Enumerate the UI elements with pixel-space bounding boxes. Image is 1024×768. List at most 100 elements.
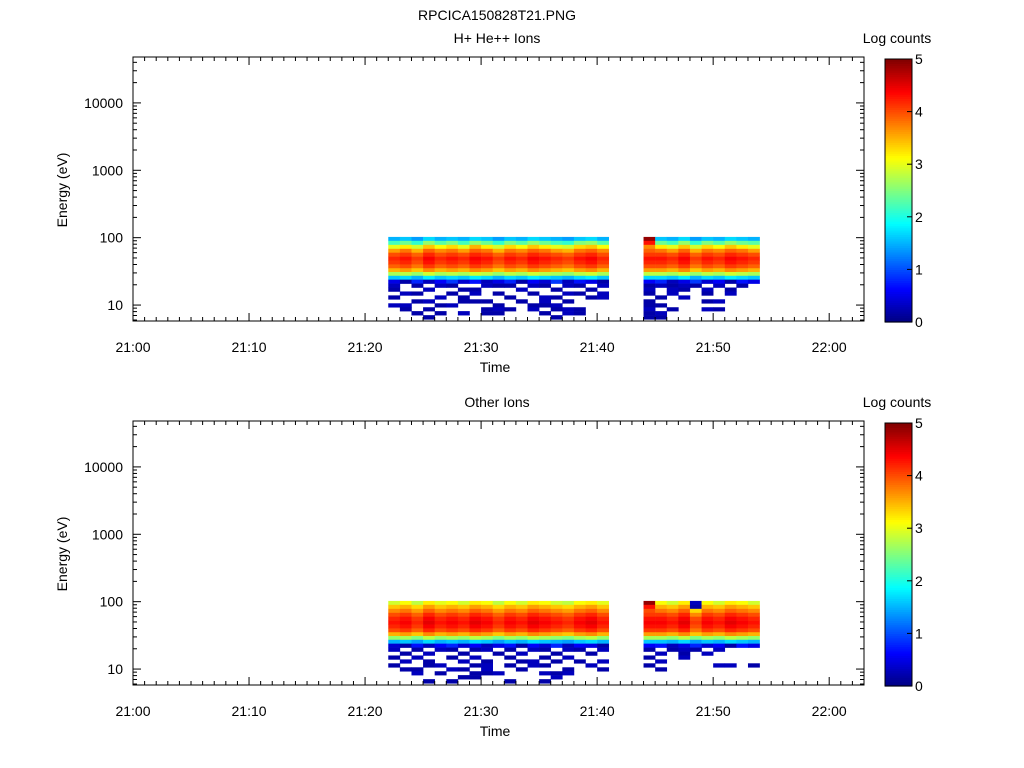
heatmap-cell [388, 628, 401, 633]
colorbar-segment [885, 556, 912, 560]
heatmap-cell [504, 260, 517, 265]
heatmap-cell [562, 616, 575, 621]
heatmap-cell [515, 244, 528, 250]
heatmap-cell [562, 636, 575, 641]
heatmap-cell [643, 240, 656, 246]
heatmap-cell [539, 283, 552, 288]
colorbar-segment [885, 105, 912, 108]
colorbar-segment [885, 528, 912, 531]
heatmap-cell [539, 636, 552, 641]
heatmap-cell [747, 260, 760, 265]
heatmap-cell [399, 307, 412, 312]
heatmap-cell [399, 244, 412, 250]
colorbar-segment [885, 607, 912, 610]
heatmap-cell [678, 639, 691, 644]
heatmap-cell [515, 248, 528, 253]
heatmap-cell [550, 252, 563, 257]
heatmap-cell [423, 643, 435, 648]
heatmap-cell [446, 604, 459, 610]
heatmap-cell [736, 272, 749, 277]
heatmap-cell [527, 279, 540, 284]
heatmap-cell [666, 291, 679, 296]
heatmap-cell [689, 236, 702, 242]
heatmap-cell [747, 272, 760, 277]
colorbar-segment [885, 232, 912, 235]
heatmap-cell [643, 315, 656, 320]
heatmap-cell [747, 620, 760, 625]
x-tick-label: 21:50 [696, 703, 731, 719]
heatmap-cell [713, 612, 726, 617]
colorbar-segment [885, 596, 912, 599]
colorbar-segment [885, 644, 912, 648]
heatmap-cell [736, 624, 749, 629]
heatmap-cell [411, 283, 424, 288]
colorbar-segment [885, 247, 912, 251]
heatmap-cell [492, 311, 505, 316]
heatmap-cell [724, 612, 737, 617]
colorbar-segment [885, 657, 912, 661]
heatmap-cell [434, 639, 447, 644]
heatmap-cell [701, 279, 714, 284]
colorbar-segment [885, 469, 912, 472]
heatmap-cell [724, 279, 737, 284]
colorbar-segment [885, 72, 912, 75]
y-tick-label: 10000 [84, 459, 123, 475]
y-tick-label: 100 [100, 230, 124, 246]
heatmap-cell [492, 628, 505, 633]
colorbar-segment [885, 655, 912, 659]
heatmap-cell [446, 620, 459, 625]
heatmap-cell [481, 624, 493, 629]
heatmap-cell [481, 643, 493, 648]
heatmap-cell [736, 639, 749, 644]
heatmap-cell [655, 604, 668, 610]
heatmap-cell [469, 620, 482, 625]
heatmap-cell [713, 624, 726, 629]
colorbar-segment [885, 225, 912, 229]
colorbar-segment [885, 637, 912, 641]
heatmap-cell [527, 647, 540, 652]
colorbar-label: Log counts [863, 30, 932, 46]
heatmap-cell [678, 244, 691, 250]
heatmap-cell [539, 663, 552, 668]
x-tick-label: 21:00 [115, 339, 150, 355]
colorbar-segment [885, 473, 912, 477]
colorbar-segment [885, 168, 912, 172]
heatmap-cell [527, 307, 540, 312]
heatmap-cell [655, 240, 668, 246]
heatmap-cell [469, 279, 482, 284]
heatmap-cell [585, 616, 598, 621]
heatmap-cell [585, 236, 598, 242]
colorbar-segment [885, 159, 912, 163]
colorbar-segment [885, 554, 912, 558]
heatmap-cell [678, 604, 691, 610]
colorbar-segment [885, 589, 912, 593]
heatmap-cell [446, 248, 459, 253]
colorbar-segment [885, 118, 912, 121]
heatmap-cell [643, 647, 656, 652]
heatmap-cell [411, 671, 424, 676]
colorbar-segment [885, 302, 912, 306]
heatmap-cell [469, 632, 482, 637]
colorbar-segment [885, 572, 912, 575]
colorbar-segment [885, 131, 912, 135]
heatmap-cell [423, 287, 435, 292]
heatmap-cell [747, 628, 760, 633]
heatmap-cell [527, 600, 540, 606]
heatmap-cell [481, 636, 493, 641]
heatmap-cell [423, 608, 435, 614]
colorbar-segment [885, 177, 912, 181]
heatmap-cell [457, 256, 470, 261]
colorbar-segment [885, 179, 912, 183]
heatmap-cell [504, 620, 517, 625]
heatmap-cell [666, 264, 679, 269]
colorbar-segment [885, 96, 912, 100]
heatmap-cell [573, 279, 586, 284]
heatmap-cell [492, 268, 505, 273]
heatmap-cells [388, 236, 760, 320]
heatmap-cell [736, 279, 749, 284]
heatmap-cell [539, 299, 552, 304]
heatmap-cell [446, 632, 459, 637]
heatmap-cell [562, 600, 575, 606]
heatmap-cell [724, 287, 737, 292]
heatmap-cell [492, 632, 505, 637]
